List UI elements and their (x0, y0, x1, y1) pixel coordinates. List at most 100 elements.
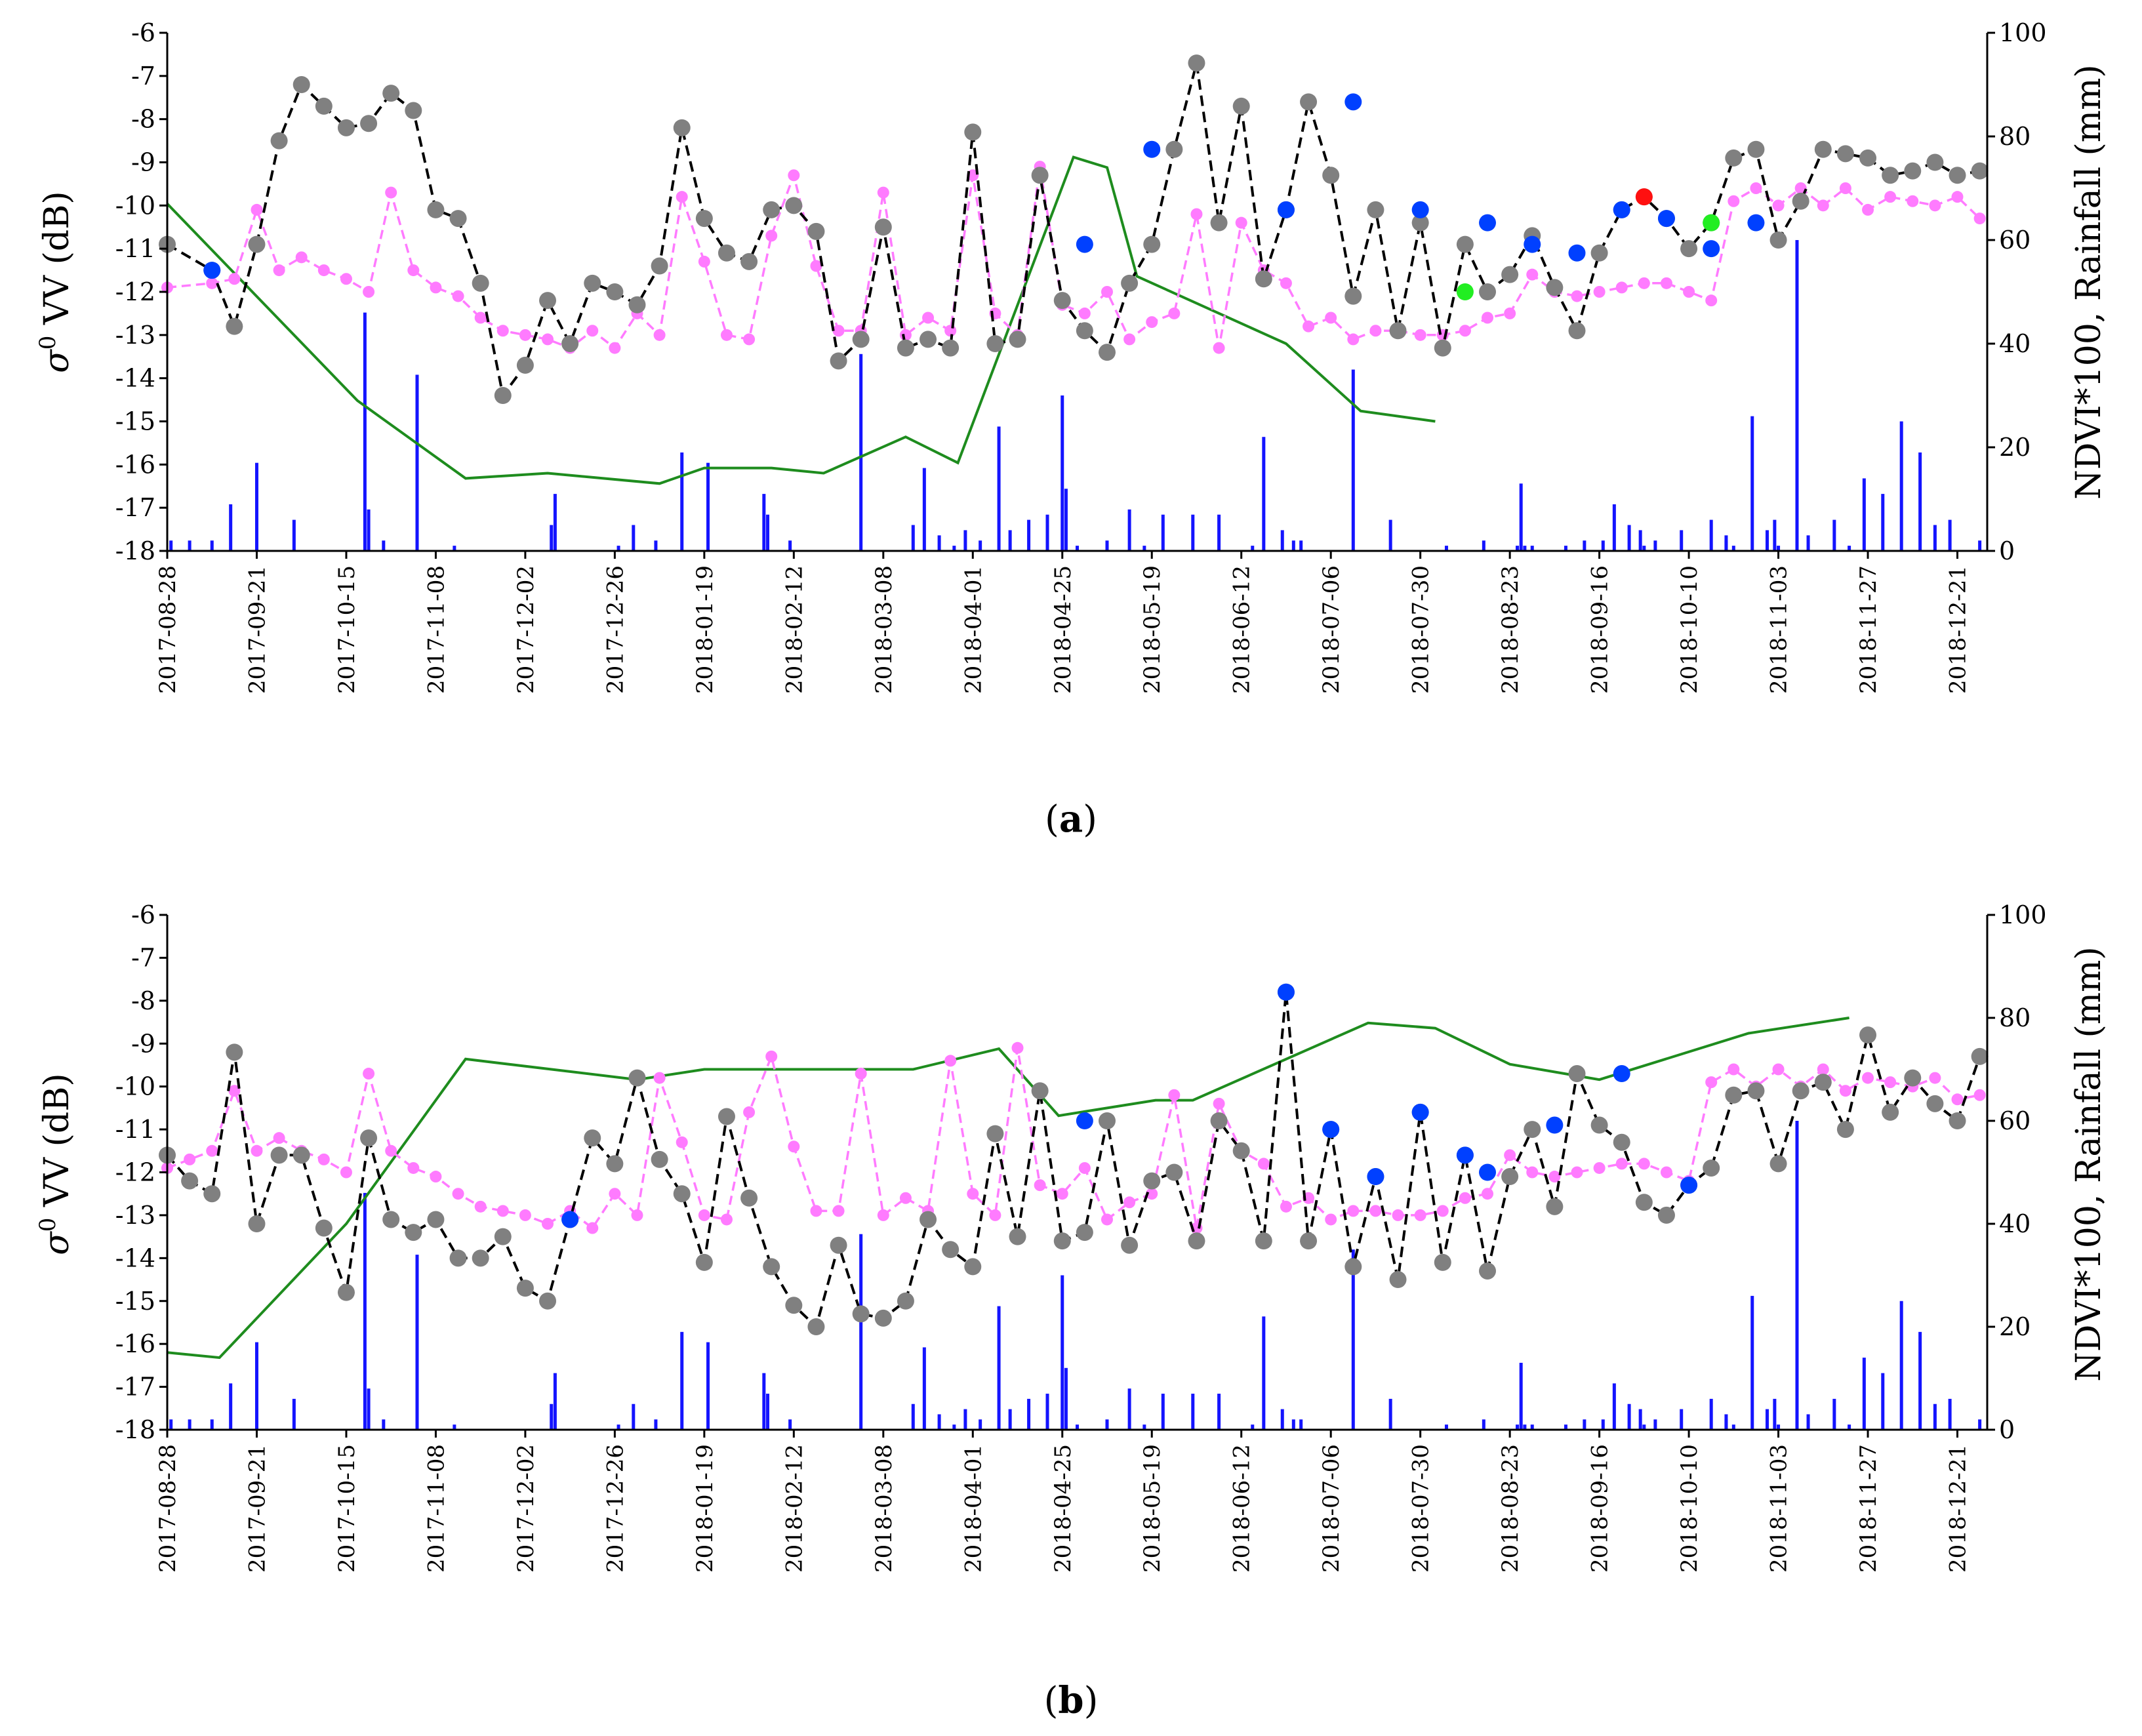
panel-b-sigma0-point (270, 1146, 288, 1164)
panel-a-sigma0-point (494, 387, 512, 404)
panel-a-reference-point (1951, 191, 1964, 203)
panel-a-blue-marker (1277, 201, 1295, 218)
panel-a-sigma0-point (1814, 140, 1832, 158)
panel-b-reference-point (1011, 1041, 1024, 1054)
panel-a-rainfall-bar (415, 374, 419, 551)
panel-b-blue-marker (1613, 1065, 1630, 1083)
panel-a-rainfall-bar (1262, 437, 1266, 551)
panel-a-ytick-right-label: 40 (1999, 329, 2031, 358)
panel-b-sigma0-point (1255, 1232, 1272, 1250)
panel-b-sigma0-point (1747, 1082, 1765, 1100)
panel-a-rainfall-bar (706, 462, 710, 551)
panel-a-reference-point (1146, 316, 1158, 329)
panel-b-rainfall-bar (382, 1419, 386, 1430)
panel-a-sigma0-point (807, 222, 825, 240)
panel-a-sigma0-point (1411, 214, 1429, 232)
panel-b-reference-point (1146, 1188, 1158, 1200)
panel-a-sigma0-point (226, 317, 243, 335)
panel-a-reference-point (765, 230, 778, 242)
panel-a-sigma0-point (516, 356, 534, 374)
panel-b-rainfall-bar (453, 1424, 456, 1430)
panel-b-reference-point (1571, 1166, 1583, 1179)
panel-a-sigma0-point (1456, 235, 1474, 253)
panel-b-reference-point (1660, 1166, 1672, 1179)
panel-b-rainfall-bar (1731, 1424, 1735, 1430)
panel-a-rainfall-bar (1523, 546, 1527, 551)
panel-b-rainfall-bar (1848, 1424, 1851, 1430)
panel-b-reference-point (1705, 1076, 1718, 1089)
panel-b-rainfall-bar (1530, 1424, 1534, 1430)
panel-b-rainfall-bar (1482, 1419, 1485, 1430)
panel-b-reference-point (1325, 1213, 1337, 1226)
panel-b-rainfall-bar (1653, 1419, 1657, 1430)
panel-b-rainfall-bar (1191, 1394, 1195, 1430)
panel-b-reference-point (631, 1209, 643, 1221)
panel-b-reference-point (1839, 1085, 1851, 1097)
panel-b-xtick-label: 2017-12-26 (602, 1444, 628, 1573)
panel-a-reference-point (1705, 294, 1718, 307)
panel-a-reference-point (1973, 212, 1986, 225)
panel-b-xtick-label: 2018-05-19 (1139, 1444, 1165, 1573)
panel-a-sigma0-point (1836, 145, 1854, 163)
panel-a-sigma0-point (1792, 192, 1809, 210)
panel-b-reference-point (1504, 1149, 1516, 1161)
panel-a-rainfall-bar (1612, 504, 1616, 551)
panel-a-caption: (a) (1045, 797, 1097, 841)
panel-b-rainfall-bar (1862, 1358, 1866, 1430)
panel-a-rainfall-bar (1724, 540, 1728, 551)
panel-a-reference-point (251, 203, 263, 216)
panel-a-xtick-label: 2018-11-27 (1855, 565, 1882, 694)
panel-b-rainfall-bar (1516, 1424, 1520, 1430)
panel-a-blue-marker (1143, 140, 1161, 158)
panel-a-rainfall-bar (922, 468, 926, 551)
panel-b-blue-marker (1277, 983, 1295, 1001)
panel-b-sigma0-point (405, 1224, 422, 1241)
panel-a-sigma0-point (1949, 167, 1966, 184)
panel-b-ytick-left-label: -15 (115, 1287, 155, 1316)
panel-b-reference-point (1056, 1188, 1068, 1200)
panel-a-ytick-left-label: -12 (115, 277, 155, 306)
panel-a-rainfall-bar (1444, 546, 1448, 551)
panel-b-sigma0-point (427, 1211, 445, 1228)
panel-a-rainfall-bar (1638, 530, 1642, 551)
panel-b-sigma0-point (1703, 1159, 1720, 1177)
panel-b-rainfall-bar (1642, 1424, 1646, 1430)
panel-b-xtick-label: 2017-10-15 (334, 1444, 360, 1573)
panel-a-sigma0-point (1971, 162, 1989, 180)
panel-a-sigma0-point (874, 218, 892, 236)
panel-b-rainfall-bar (363, 1192, 367, 1430)
panel-a-reference-point (452, 290, 464, 302)
panel-a-ytick-left-label: -9 (131, 148, 155, 177)
panel-b-ndvi-line (167, 1017, 1849, 1360)
panel-b-xtick-label: 2017-08-28 (155, 1444, 181, 1573)
panel-a-rainfall-bar (1351, 369, 1355, 551)
panel-b-sigma0-point (1882, 1103, 1899, 1121)
panel-a-reference-point (1213, 342, 1225, 354)
panel-b-reference-line (167, 1047, 1980, 1230)
panel-b-sigma0-point (1009, 1228, 1026, 1245)
panel-b-rainfall-bar (1217, 1394, 1221, 1430)
panel-b-ytick-left-label: -14 (115, 1243, 155, 1272)
panel-a-reference-point (1414, 329, 1426, 341)
panel-b-reference-point (1728, 1063, 1740, 1076)
panel-b-reference-point (542, 1218, 554, 1230)
panel-b-sigma0-point (1904, 1069, 1922, 1087)
panel-b-sigma0-point (248, 1215, 266, 1232)
panel-b-sigma0-point (1031, 1082, 1049, 1100)
panel-a-sigma0-point (360, 115, 378, 132)
panel-a-ytick-right-label: 100 (1999, 18, 2047, 47)
panel-b-rainfall-bar (1064, 1367, 1068, 1430)
panel-a-rainfall-bar (367, 509, 371, 551)
panel-a-rainfall-bar (1777, 546, 1781, 551)
panel-a-reference-point (1482, 312, 1494, 324)
panel-b-rainfall-bar (1583, 1419, 1586, 1430)
panel-a-sigma0-point (1859, 149, 1877, 167)
panel-b-xtick-label: 2018-09-16 (1587, 1444, 1613, 1573)
panel-b-reference-point (989, 1209, 1001, 1221)
panel-b-reference-point (1615, 1158, 1628, 1170)
panel-b-reference-point (273, 1132, 285, 1144)
panel-b-reference-point (206, 1144, 218, 1157)
panel-a-rainfall-bar (1881, 494, 1885, 551)
panel-a-sigma0-point (1434, 339, 1451, 357)
panel-a-reference-point (899, 329, 912, 341)
